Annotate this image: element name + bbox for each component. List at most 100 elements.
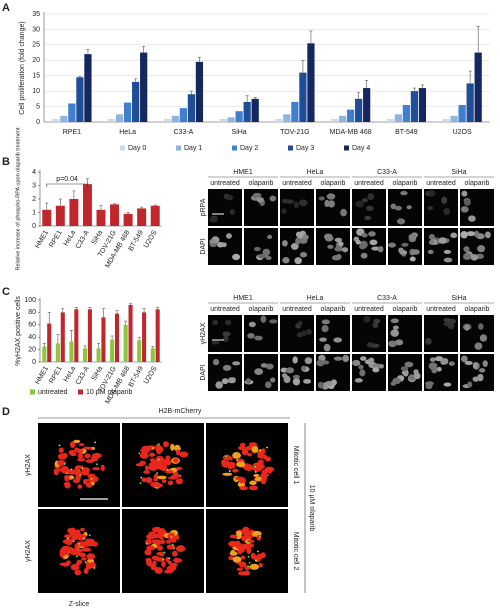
chromosome bbox=[155, 557, 165, 562]
chromosome bbox=[228, 540, 238, 548]
foci bbox=[157, 458, 160, 461]
chromosome bbox=[244, 565, 251, 571]
nucleus bbox=[372, 367, 380, 373]
chromosome bbox=[85, 538, 95, 543]
nucleus bbox=[302, 234, 309, 240]
nucleus bbox=[461, 190, 468, 197]
y-tick-label: 5 bbox=[36, 103, 40, 110]
nucleus bbox=[369, 239, 378, 246]
bar bbox=[195, 61, 204, 122]
bar bbox=[251, 98, 259, 122]
nucleus bbox=[295, 231, 302, 238]
nucleus bbox=[462, 253, 472, 260]
nucleus bbox=[360, 252, 368, 259]
bar bbox=[60, 115, 68, 122]
nucleus bbox=[222, 331, 231, 337]
chromosome bbox=[81, 547, 92, 552]
nucleus bbox=[247, 333, 255, 339]
condition-label: olaparib bbox=[321, 180, 346, 187]
y-tick-label: 0 bbox=[36, 119, 40, 126]
foci bbox=[236, 459, 239, 461]
bar bbox=[76, 77, 84, 122]
chromosome bbox=[257, 459, 264, 466]
nucleus bbox=[221, 378, 229, 385]
nucleus bbox=[342, 354, 350, 363]
chromosome bbox=[243, 465, 253, 471]
chromosome bbox=[172, 558, 183, 563]
chromosome bbox=[77, 452, 84, 459]
chromosome bbox=[63, 482, 69, 486]
nucleus bbox=[253, 246, 261, 252]
nucleus bbox=[333, 337, 343, 343]
nucleus bbox=[267, 234, 273, 240]
cell-label: Mitotic cell 1 bbox=[292, 446, 299, 485]
chromosome bbox=[82, 446, 93, 450]
panel-label: C bbox=[2, 286, 10, 298]
chromosome bbox=[161, 560, 166, 568]
nucleus bbox=[428, 362, 438, 370]
chromosome bbox=[249, 480, 257, 486]
nucleus bbox=[334, 237, 343, 243]
bar bbox=[82, 348, 88, 362]
legend-label: 10 µM olaparib bbox=[86, 389, 133, 396]
bar bbox=[82, 184, 92, 226]
bar bbox=[101, 317, 106, 362]
nucleus bbox=[303, 378, 312, 384]
chromosome bbox=[232, 556, 242, 563]
chromosome bbox=[156, 475, 167, 480]
chromosome bbox=[77, 457, 86, 462]
chromosome bbox=[85, 562, 92, 570]
micrograph bbox=[122, 509, 204, 593]
nucleus bbox=[368, 357, 375, 363]
foci bbox=[139, 482, 142, 485]
chromosome bbox=[150, 481, 158, 488]
nucleus bbox=[427, 249, 434, 255]
nucleus bbox=[477, 373, 484, 382]
chromosome bbox=[167, 480, 174, 486]
x-tick-label: HME1 bbox=[34, 229, 50, 249]
chromosome bbox=[81, 467, 90, 474]
legend-swatch bbox=[30, 389, 35, 395]
cell-line-label: HeLa bbox=[307, 295, 324, 302]
y-tick-label: 0 bbox=[32, 223, 36, 230]
legend-label: Day 4 bbox=[352, 145, 370, 152]
nucleus bbox=[396, 218, 406, 225]
condition-label: untreated bbox=[354, 306, 384, 313]
foci bbox=[138, 452, 141, 455]
nucleus bbox=[463, 246, 470, 253]
bar bbox=[128, 304, 133, 362]
chromosome bbox=[175, 466, 183, 471]
nucleus bbox=[367, 193, 375, 201]
chromosome bbox=[257, 453, 268, 459]
condition-label: untreated bbox=[426, 180, 456, 187]
y-axis-label: %γH2AX positive cells bbox=[15, 296, 22, 366]
condition-label: olaparib bbox=[249, 306, 274, 313]
nucleus bbox=[450, 232, 458, 239]
nucleus bbox=[393, 325, 399, 330]
micrograph bbox=[208, 354, 242, 391]
chromosome bbox=[229, 534, 238, 539]
nucleus bbox=[436, 366, 442, 372]
legend-swatch bbox=[120, 145, 125, 151]
nucleus bbox=[371, 246, 380, 251]
bar bbox=[363, 88, 371, 122]
nucleus bbox=[441, 196, 448, 204]
foci bbox=[163, 551, 166, 554]
chromosome bbox=[253, 473, 260, 478]
nucleus bbox=[232, 253, 241, 261]
chromosome bbox=[229, 551, 238, 556]
row-label: γH2AX bbox=[25, 540, 32, 562]
chromosome bbox=[61, 563, 70, 567]
bar bbox=[52, 118, 60, 122]
bar bbox=[283, 114, 291, 122]
x-tick-label: C33-A bbox=[173, 129, 193, 136]
condition-label: untreated bbox=[210, 306, 240, 313]
nucleus bbox=[298, 199, 308, 207]
nucleus bbox=[340, 208, 347, 217]
y-tick-label: 4 bbox=[32, 169, 36, 176]
nucleus bbox=[408, 233, 417, 240]
foci bbox=[259, 449, 262, 452]
nucleus bbox=[282, 240, 288, 247]
nucleus bbox=[228, 377, 236, 382]
nucleus bbox=[229, 209, 235, 215]
